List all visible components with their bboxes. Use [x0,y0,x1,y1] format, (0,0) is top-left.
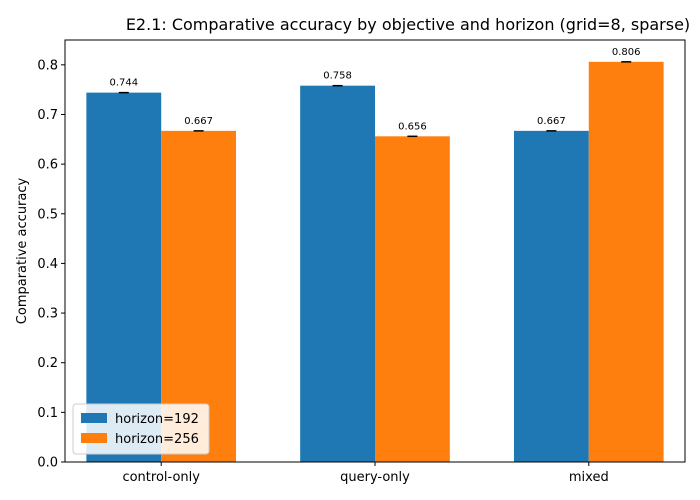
y-tick-label: 0.8 [37,58,58,73]
legend-swatch-horizon=256 [81,433,107,443]
chart-title: E2.1: Comparative accuracy by objective … [126,15,690,34]
y-axis-title: Comparative accuracy [15,177,30,324]
bar-horizon=256-mixed [588,61,664,463]
data-label: 0.744 [109,78,138,89]
data-label: 0.806 [612,47,641,58]
y-tick-label: 0.7 [37,108,58,123]
bar-horizon=192-mixed [513,130,589,462]
legend-label: horizon=192 [115,412,199,427]
x-tick-label: control-only [122,470,200,485]
x-tick-label: mixed [569,470,609,485]
legend-label: horizon=256 [115,432,199,447]
bar-horizon=192-query-only [300,85,375,462]
x-tick-label: query-only [340,470,410,485]
data-label: 0.758 [323,71,352,82]
bar-horizon=256-query-only [375,136,450,462]
y-tick-label: 0.5 [37,207,58,222]
y-tick-label: 0.4 [37,257,58,272]
data-label: 0.667 [184,116,213,127]
y-tick-label: 0.0 [37,456,58,471]
y-tick-label: 0.6 [37,158,58,173]
y-tick-label: 0.1 [37,406,58,421]
data-label: 0.656 [398,121,427,132]
y-tick-label: 0.3 [37,307,58,322]
plot-area: 0.744 0.758 0.667 0.667 0.656 0.806 0.0 0.1 0.2 0… [37,39,686,485]
data-label: 0.667 [537,116,566,127]
y-tick-label: 0.2 [37,356,58,371]
bar-horizon=192-control-only [86,92,162,462]
legend-swatch-horizon=192 [81,413,107,423]
